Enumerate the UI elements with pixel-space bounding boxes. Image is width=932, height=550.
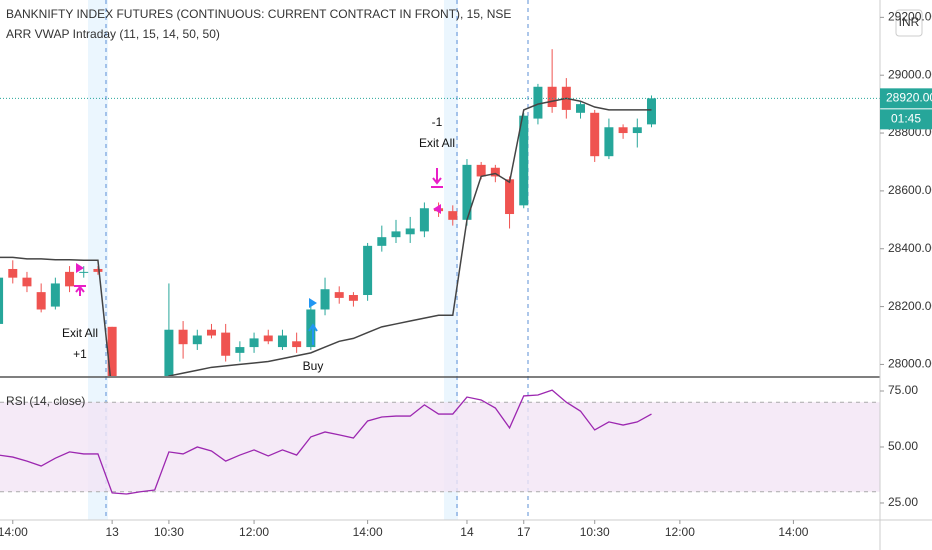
- last-price-box: [880, 88, 932, 109]
- candle-body: [178, 329, 188, 345]
- candle-body: [22, 277, 32, 287]
- rsi-band: [0, 402, 880, 492]
- candle-body: [221, 332, 231, 356]
- candle-body: [405, 228, 415, 235]
- candle-body: [192, 335, 202, 345]
- y-tick-label: 75.00: [888, 383, 918, 397]
- y-tick-label: 28400.00: [888, 241, 932, 255]
- candle-body: [462, 164, 472, 220]
- candle-body: [533, 86, 543, 119]
- x-tick-label: 14:00: [0, 525, 28, 539]
- vwap-line: [0, 97, 652, 376]
- candle-body: [348, 295, 358, 301]
- y-tick-label: 50.00: [888, 439, 918, 453]
- x-tick-label: 14: [460, 525, 474, 539]
- flag: [309, 298, 317, 308]
- candle-body: [646, 98, 656, 125]
- annotation: Exit All: [419, 136, 455, 150]
- x-tick-label: 10:30: [580, 525, 610, 539]
- y-tick-label: 28600.00: [888, 183, 932, 197]
- currency-button[interactable]: [895, 9, 923, 37]
- candle-body: [65, 271, 75, 287]
- rsi-line: [0, 389, 652, 495]
- candle-body: [334, 292, 344, 298]
- candle-body: [377, 237, 387, 246]
- countdown-label: 01:45: [891, 112, 921, 126]
- last-price-label: 28920.00: [886, 91, 932, 105]
- candle-body: [0, 277, 4, 324]
- candle-body: [320, 289, 330, 310]
- x-tick-label: 13: [105, 525, 119, 539]
- candle-body: [249, 338, 259, 348]
- signals: [74, 168, 443, 345]
- y-tick-label: 28200.00: [888, 299, 932, 313]
- candle-body: [107, 326, 117, 376]
- annotation: +1: [73, 347, 87, 361]
- candle-body: [547, 86, 557, 108]
- candle-body: [50, 283, 60, 307]
- candle-body: [363, 245, 373, 296]
- candle-body: [292, 341, 302, 348]
- y-tick-label: 28000.00: [888, 357, 932, 371]
- annotation: Exit All: [62, 326, 98, 340]
- candle-body: [576, 104, 586, 113]
- indicator-title: ARR VWAP Intraday (11, 15, 14, 50, 50): [6, 27, 220, 41]
- candle-body: [490, 167, 500, 177]
- candle-body: [604, 127, 614, 157]
- candle-body: [8, 268, 18, 278]
- candle-body: [590, 112, 600, 157]
- candle-body: [150, 393, 159, 402]
- rsi-pane: [0, 389, 880, 495]
- candle-body: [618, 127, 628, 134]
- candle-body: [519, 115, 529, 206]
- candle-body: [505, 179, 515, 215]
- candle-body: [277, 335, 287, 348]
- rsi-title: RSI (14, close): [6, 394, 85, 408]
- candle-body: [206, 329, 216, 336]
- candle-body: [391, 231, 401, 238]
- session-highlight: [444, 0, 458, 520]
- exit-arrow: [432, 168, 442, 185]
- currency-label[interactable]: INR: [899, 15, 920, 29]
- countdown-box: [880, 109, 932, 130]
- exit-arrow: [75, 285, 85, 296]
- annotation: -1: [432, 115, 443, 129]
- y-tick-label: 25.00: [888, 495, 918, 509]
- candle-body: [164, 329, 174, 376]
- x-tick-label: 14:00: [353, 525, 383, 539]
- y-tick-label: 29000.00: [888, 67, 932, 81]
- x-tick-label: 17: [517, 525, 531, 539]
- buy-arrow: [308, 323, 318, 345]
- annotation: Buy: [303, 359, 324, 373]
- candle-body: [235, 347, 245, 353]
- price-pane: [0, 49, 880, 402]
- flag: [76, 263, 84, 273]
- candle-body: [93, 268, 103, 272]
- x-tick-label: 10:30: [154, 525, 184, 539]
- x-tick-label: 14:00: [778, 525, 808, 539]
- y-tick-label: 29200.00: [888, 10, 932, 24]
- candle-body: [36, 292, 46, 310]
- candle-body: [79, 271, 89, 273]
- candle-body: [419, 208, 429, 232]
- candle-body: [476, 164, 486, 177]
- candle-body: [448, 211, 458, 220]
- x-tick-label: 12:00: [239, 525, 269, 539]
- candle-body: [632, 127, 642, 134]
- chart-title: BANKNIFTY INDEX FUTURES (CONTINUOUS: CUR…: [6, 7, 511, 21]
- x-tick-label: 12:00: [665, 525, 695, 539]
- candle-body: [263, 335, 273, 342]
- flag: [433, 204, 441, 214]
